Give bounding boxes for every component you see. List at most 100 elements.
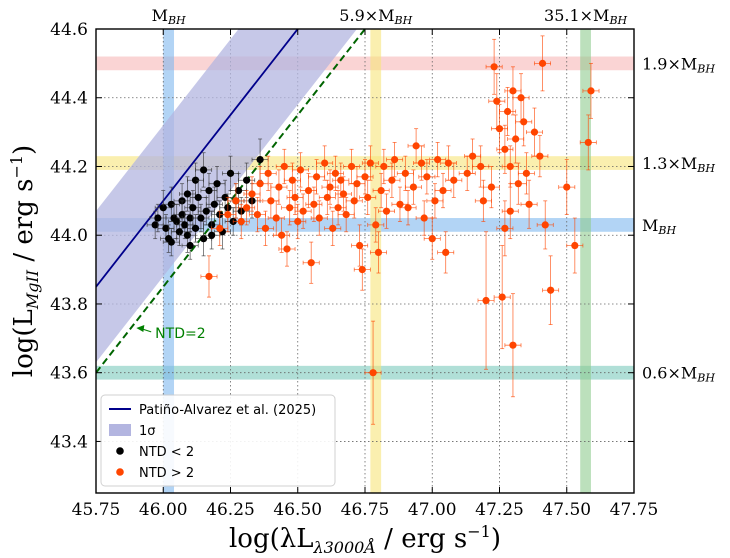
ntd-gt2-point-26 [308,159,326,195]
y-tick-label-2: 43.8 [50,295,88,315]
y-tick-label-5: 44.4 [50,89,88,109]
legend-label-2: NTD < 2 [139,445,194,460]
ntd-gt2-point-61 [423,217,441,260]
legend-label-1: 1σ [139,424,156,439]
x-tick-label-0: 45.75 [72,500,121,520]
legend-label-3: NTD > 2 [139,466,194,481]
ntd-gt2-point-42 [356,159,374,195]
ntd-gt2-point-44 [361,145,379,181]
ntd-gt2-point-89 [517,152,535,195]
y-tick-label-4: 44.2 [50,157,88,177]
x-tick-label-3: 46.50 [273,500,322,520]
ntd-gt2-point-9 [256,210,274,246]
ntd-gt2-point-50 [378,193,395,229]
v-band-1 [370,29,382,493]
ntd-gt2-point-13 [270,169,288,205]
ntd-gt2-point-87 [512,73,530,123]
ntd-gt2-point-41 [353,248,371,291]
ntd-gt2-point-74 [485,38,503,95]
h-band-0 [96,56,634,71]
ntd-gt2-point-46 [367,207,385,243]
y-tick-label-1: 43.6 [50,364,88,384]
v-band-label-2: 35.1×MBH [544,6,628,27]
ntd-gt2-point-47 [369,231,387,274]
ntd-gt2-point-63 [429,142,447,178]
ntd-gt2-point-28 [316,145,334,181]
h-band-label-3: 0.6×MBH [642,364,715,385]
ntd2-annotation: NTD=2 [136,325,206,342]
legend-entry-2: NTD < 2 [116,445,194,460]
x-tick-label-6: 47.25 [475,500,524,520]
ntd-gt2-point-97 [566,217,584,274]
ntd-gt2-point-32 [326,155,344,191]
ntd-gt2-point-56 [404,169,422,205]
points-layer [146,35,600,425]
h-band-label-1: 1.3×MBH [642,154,715,175]
legend-label-0: Patiño-Alvarez et al. (2025) [139,403,316,418]
ntd-gt2-point-91 [526,107,543,157]
ntd-gt2-point-86 [509,162,527,205]
ntd2-line [96,29,367,374]
ntd-gt2-point-93 [534,35,552,92]
ntd-gt2-point-39 [348,166,366,202]
v-band-2 [580,29,591,493]
ntd-gt2-point-99 [582,62,600,119]
ntd-gt2-point-49 [375,148,393,185]
ntd-gt2-point-82 [501,183,519,240]
ntd-gt2-point-25 [305,186,323,222]
ntd-gt2-point-51 [383,162,401,198]
ntd-gt2-point-36 [337,197,355,233]
ntd-gt2-point-60 [418,159,436,195]
ntd-gt2-point-70 [472,145,490,188]
ntd-gt2-point-75 [488,73,506,130]
ntd-gt2-point-80 [499,87,517,136]
relation-line [96,29,299,288]
ntd-gt2-point-83 [504,293,522,398]
ntd-gt2-point-38 [345,183,363,219]
ntd-gt2-point-40 [351,224,369,267]
ntd-lt2-point-21 [195,152,213,188]
y-tick-label-0: 43.4 [50,432,88,452]
ntd-lt2-point-40 [181,231,199,260]
ntd-gt2-point-20 [289,203,307,240]
x-tick-label-7: 47.50 [542,500,591,520]
ntd-gt2-point-19 [286,179,304,216]
ntd-gt2-point-7 [248,197,266,233]
ntd-gt2-point-53 [391,186,409,222]
ntd-gt2-point-21 [291,152,309,188]
ntd-lt2-point-2 [154,190,172,226]
ntd-lt2-point-39 [160,224,178,253]
ntd-gt2-point-5 [238,190,256,226]
ntd-gt2-point-52 [386,142,404,178]
ntd-gt2-point-96 [558,159,576,216]
ntd-gt2-point-24 [302,241,320,284]
y-tick-label-3: 44.0 [50,226,88,246]
ntd-gt2-point-67 [445,162,463,198]
ntd-gt2-point-1 [211,210,229,246]
ntd2-label: NTD=2 [155,326,205,342]
ntd-gt2-point-48 [372,172,390,209]
ntd-gt2-point-23 [300,172,317,209]
ntd-gt2-point-45 [364,320,382,425]
ntd-gt2-point-95 [542,255,560,325]
legend-box [100,394,336,487]
ntd2-arrow-head [136,325,145,333]
ntd-lt2-point-3 [157,214,175,243]
ntd-gt2-point-88 [515,97,533,147]
ntd-lt2-point-31 [222,155,239,191]
ntd-gt2-point-27 [310,200,328,236]
v-band-label-0: MBH [152,6,186,27]
ntd-gt2-point-59 [415,200,433,236]
ntd-gt2-point-92 [531,135,549,178]
x-tick-label-5: 47.00 [408,500,457,520]
ntd-gt2-point-43 [359,179,377,216]
ntd-gt2-point-98 [579,114,597,171]
ntd-gt2-point-0 [200,255,218,298]
ntd-gt2-point-35 [335,176,352,212]
ntd-gt2-point-73 [482,166,500,209]
h-band-label-2: MBH [642,216,676,237]
ntd-gt2-point-10 [259,155,277,191]
x-axis-label: log(λLλ3000Å / erg s−1) [229,522,501,557]
ntd-lt2-point-13 [178,176,196,212]
